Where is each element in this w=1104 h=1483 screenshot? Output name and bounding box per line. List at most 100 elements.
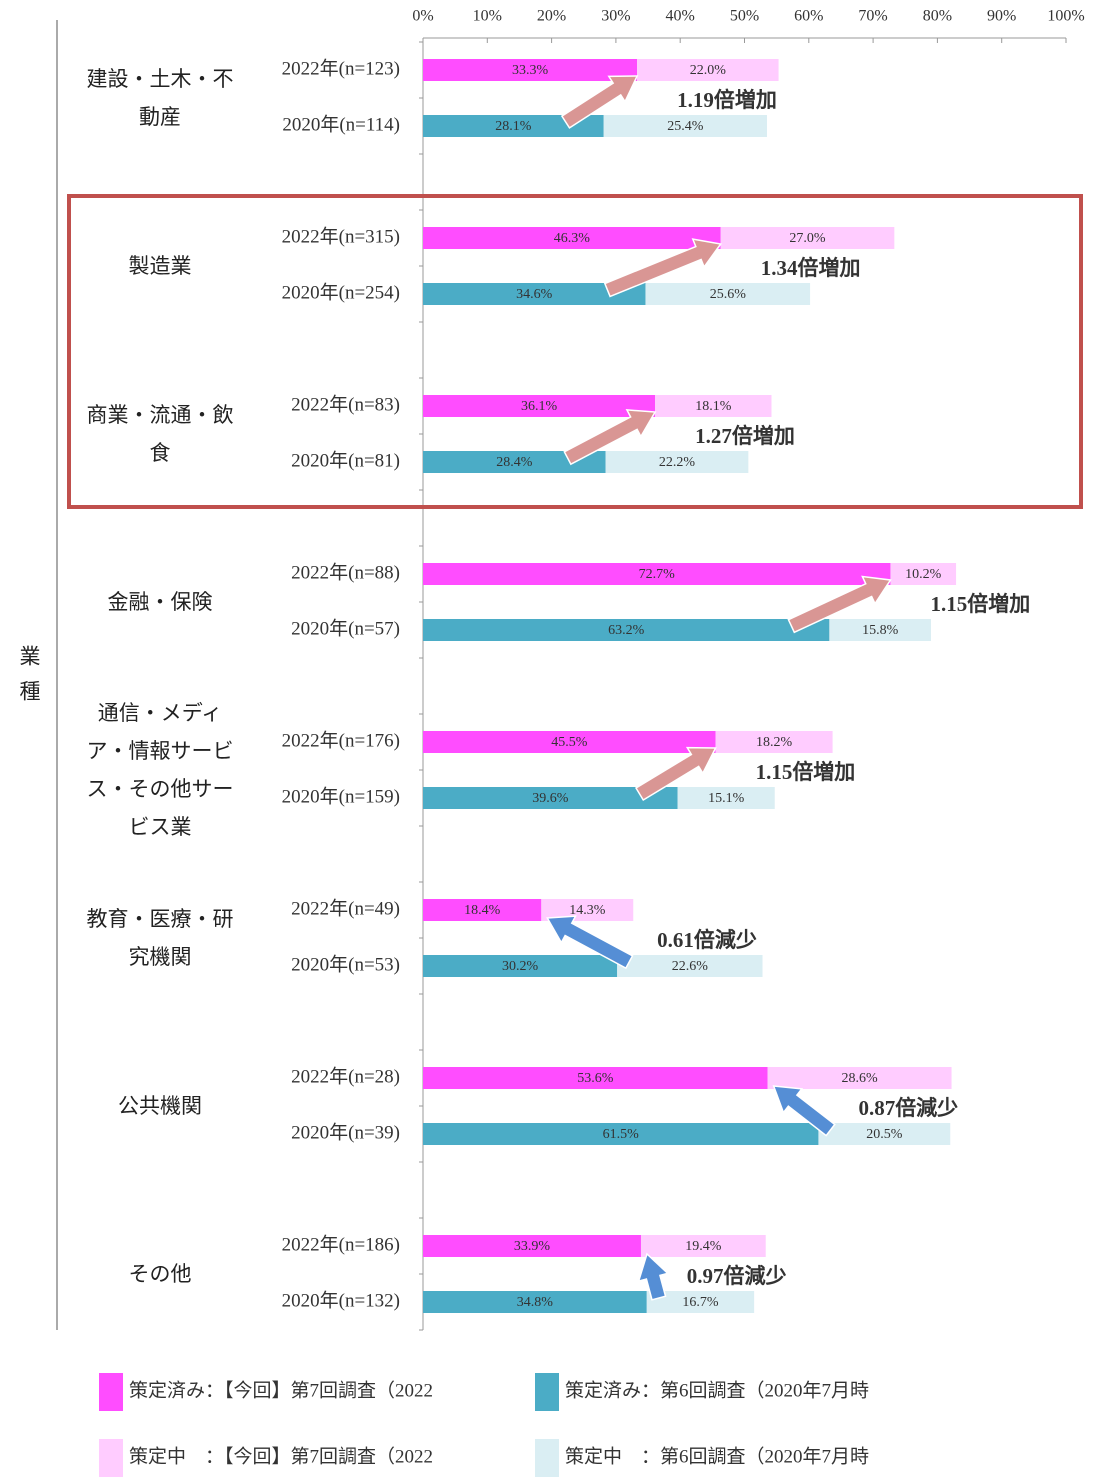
value-label: 45.5% [551,735,588,750]
group-label: 金融・保険 [107,590,213,614]
value-label: 28.1% [495,119,532,134]
bar [423,451,606,473]
value-label: 10.2% [905,567,942,582]
bar [423,1123,819,1145]
trend-arrow [787,575,892,634]
trend-arrow [637,1252,670,1301]
trend-arrow [603,238,723,298]
value-label: 46.3% [554,231,591,246]
row-label: 2022年(n=123) [282,57,400,79]
row-label: 2020年(n=254) [282,281,400,303]
row-label: 2020年(n=53) [291,953,400,975]
value-label: 18.1% [695,399,732,414]
x-tick-label: 0% [412,8,433,25]
annotation: 0.61倍減少 [657,928,757,952]
row-label: 2022年(n=176) [282,729,400,751]
bar [720,227,895,249]
legend-swatch [99,1373,123,1411]
group-label: 教育・医療・研究機関 [86,907,234,969]
bar [890,563,957,585]
value-label: 36.1% [521,399,558,414]
value-label: 15.8% [862,623,899,638]
x-tick-label: 40% [666,8,695,25]
bar [423,395,656,417]
legend-label: 策定済み：【今回】第7回調査（2022 [129,1379,433,1401]
value-label: 25.4% [667,119,704,134]
group-label: 建設・土木・不動産 [86,67,234,129]
legend-swatch [535,1439,559,1477]
annotation: 1.19倍増加 [677,88,777,112]
legend-label: 策定済み：第6回調査（2020年7月時 [565,1379,869,1401]
y-axis-label: 業種 [17,645,41,715]
x-tick-label: 10% [473,8,502,25]
bar [605,451,749,473]
value-label: 15.1% [708,791,745,806]
highlight-box [67,194,1083,509]
bar [423,1067,768,1089]
bar [818,1123,951,1145]
value-label: 33.3% [512,63,549,78]
bar [423,115,604,137]
value-label: 18.4% [464,903,501,918]
row-label: 2022年(n=49) [291,897,400,919]
bar [637,59,779,81]
x-tick-label: 50% [730,8,759,25]
bar [423,563,891,585]
legend-swatch [535,1373,559,1411]
bar [423,899,542,921]
row-label: 2022年(n=28) [291,1065,400,1087]
bar [423,955,618,977]
bar [603,115,768,137]
trend-arrow [563,409,657,466]
group-label: 商業・流通・飲食 [86,403,234,465]
bar [617,955,763,977]
group-label: 通信・メディア・情報サービス・その他サービス業 [86,701,234,839]
row-label: 2020年(n=159) [282,785,400,807]
bar [645,283,811,305]
value-label: 22.6% [672,959,709,974]
row-label: 2020年(n=57) [291,617,400,639]
value-label: 16.7% [682,1295,719,1310]
x-tick-label: 100% [1047,8,1084,25]
group-label: その他 [128,1262,192,1286]
bar [640,1235,766,1257]
row-label: 2020年(n=114) [282,113,400,135]
value-label: 22.2% [659,455,696,470]
bar [646,1291,755,1313]
bar [423,787,678,809]
trend-arrow [560,75,639,129]
bar [423,619,830,641]
row-label: 2020年(n=81) [291,449,400,471]
bar [715,731,833,753]
value-label: 25.6% [710,287,747,302]
x-tick-label: 60% [794,8,823,25]
bar [423,227,721,249]
bar [655,395,772,417]
trend-arrow [772,1085,836,1137]
value-label: 61.5% [603,1127,640,1142]
bar [423,283,646,305]
annotation: 0.87倍減少 [858,1096,958,1120]
bar [541,899,634,921]
annotation: 1.15倍増加 [756,760,856,784]
x-tick-label: 70% [858,8,887,25]
value-label: 20.5% [866,1127,903,1142]
legend-swatch [99,1439,123,1477]
annotation: 1.15倍増加 [930,592,1030,616]
value-label: 53.6% [577,1071,614,1086]
trend-arrow [634,746,717,802]
group-label: 公共機関 [118,1094,202,1118]
row-label: 2022年(n=315) [282,225,400,247]
value-label: 63.2% [608,623,645,638]
value-label: 39.6% [532,791,569,806]
bar [767,1067,952,1089]
bar [677,787,775,809]
row-label: 2022年(n=186) [282,1233,400,1255]
annotation: 1.27倍増加 [695,424,795,448]
value-label: 18.2% [756,735,793,750]
annotation: 0.97倍減少 [687,1264,787,1288]
value-label: 30.2% [502,959,539,974]
value-label: 34.6% [516,287,553,302]
